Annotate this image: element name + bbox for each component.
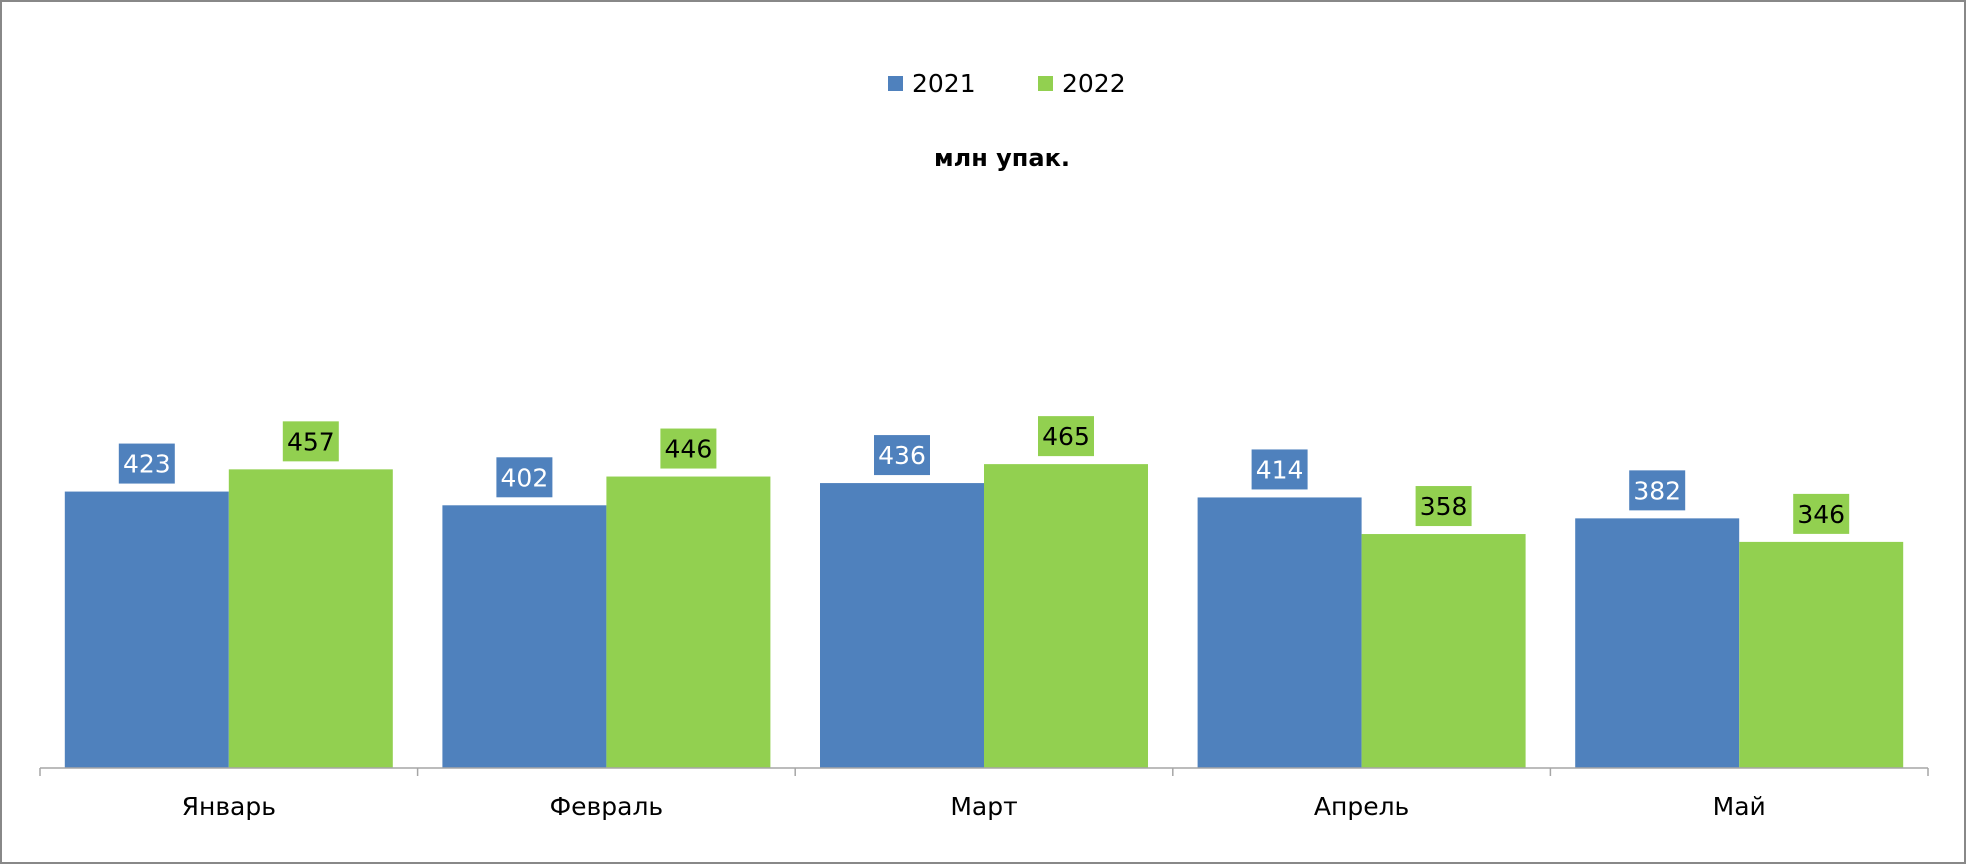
data-label-box [874, 435, 930, 476]
x-tick-label: Май [1713, 792, 1766, 821]
data-label: 414 [1256, 455, 1304, 484]
legend-swatch-2022 [1038, 76, 1053, 91]
data-label: 465 [1042, 422, 1090, 451]
legend-label-2021: 2021 [912, 69, 976, 98]
bar-2022-0 [228, 469, 393, 768]
bar-2021-0 [64, 491, 229, 768]
data-label-box [282, 421, 339, 462]
data-label-box [1251, 449, 1308, 490]
data-label-box [1415, 486, 1472, 527]
x-tick-label: Январь [182, 792, 276, 821]
x-tick-label: Март [950, 792, 1017, 821]
data-label-box [1629, 470, 1686, 511]
data-label-box [496, 457, 553, 498]
bar-2022-4 [1739, 541, 1904, 768]
x-axis: Январь Февраль Март Апрель Май [39, 767, 1929, 821]
x-tick-label: Февраль [550, 792, 664, 821]
data-label-box [118, 443, 175, 484]
bar-2021-1 [442, 505, 607, 768]
data-label-box [1038, 416, 1094, 457]
data-label-box [1793, 493, 1850, 534]
legend-label-2022: 2022 [1062, 69, 1126, 98]
bar-2021-3 [1197, 497, 1362, 768]
bar-2022-1 [606, 476, 771, 768]
bars-group [64, 464, 1904, 768]
data-label: 382 [1633, 476, 1681, 505]
data-label: 446 [665, 435, 713, 464]
legend: 2021 2022 [888, 69, 1126, 98]
bar-2021-4 [1575, 518, 1740, 768]
bar-2022-3 [1361, 534, 1526, 768]
data-label-box [660, 428, 717, 469]
data-label: 402 [501, 463, 549, 492]
chart-title: млн упак. [934, 144, 1070, 172]
legend-swatch-2021 [888, 76, 903, 91]
x-tick-label: Апрель [1314, 792, 1409, 821]
data-label: 358 [1420, 492, 1468, 521]
data-label: 346 [1797, 500, 1845, 529]
data-label: 423 [123, 450, 171, 479]
bar-2022-2 [984, 464, 1148, 768]
data-labels-group: 423 457 402 446 436 465 414 358 382 346 [118, 416, 1850, 534]
bar-2021-2 [820, 483, 984, 768]
data-label: 436 [878, 441, 926, 470]
data-label: 457 [287, 427, 335, 456]
